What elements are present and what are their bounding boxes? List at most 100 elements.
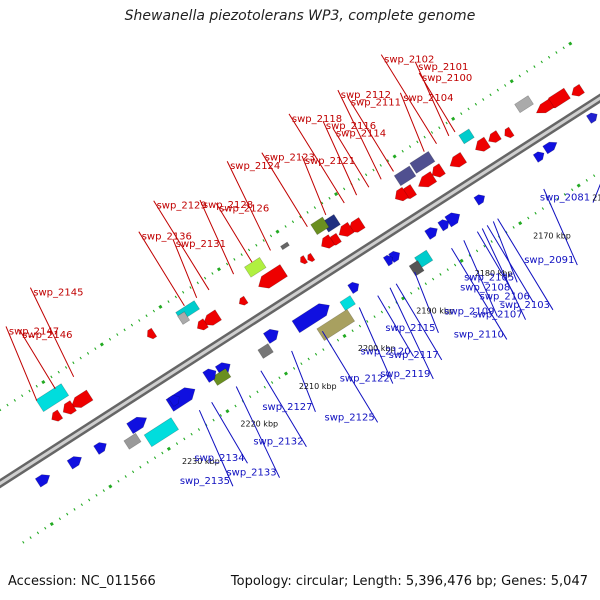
gene-upper — [532, 151, 545, 163]
tick-mark — [196, 281, 199, 285]
tick-mark — [66, 512, 69, 516]
tick-mark — [270, 381, 274, 384]
leader-line — [481, 228, 526, 320]
tick-mark — [541, 207, 545, 210]
leader-line — [332, 128, 370, 188]
tick-mark — [203, 276, 207, 280]
gene-label-top: swp_2106 — [480, 291, 530, 302]
tick-mark — [145, 314, 148, 318]
leader-line — [226, 161, 271, 251]
gene-upper — [408, 260, 425, 277]
tick-mark — [95, 493, 98, 497]
tick-mark — [249, 395, 252, 398]
tick-mark — [108, 337, 112, 341]
tick-mark — [430, 131, 434, 134]
gene-label-top: swp_2133 — [226, 468, 276, 479]
kbp-label: 2170 kbp — [533, 231, 571, 240]
tick-mark — [379, 163, 382, 167]
gene-upper — [437, 219, 450, 232]
gene-upper — [382, 254, 394, 267]
leader-line — [377, 295, 414, 357]
tick-mark — [540, 60, 543, 64]
tick-mark — [475, 249, 479, 253]
gene-label-bottom: swp_2102 — [384, 55, 434, 66]
label-leader-lines — [5, 54, 600, 487]
tick-mark — [240, 253, 243, 256]
gene-shape — [449, 151, 468, 168]
gene-upper — [585, 112, 598, 124]
gene-label-bottom: swp_2100 — [422, 73, 472, 84]
tick-mark — [446, 268, 449, 272]
tick-mark — [212, 418, 215, 422]
tick-mark — [489, 93, 492, 97]
gene-label-top: swp_2091 — [524, 255, 574, 266]
tick-mark — [451, 116, 456, 121]
gene-upper — [291, 303, 330, 334]
gene-upper — [388, 250, 401, 264]
tick-mark — [431, 277, 435, 281]
leader-line — [321, 330, 379, 423]
gene-shape — [66, 456, 82, 470]
tick-mark — [313, 206, 317, 209]
gene-label-top: swp_2127 — [262, 402, 312, 413]
tick-mark — [225, 262, 229, 266]
gene-lower — [300, 255, 309, 265]
tick-mark — [86, 352, 90, 355]
gene-shape — [444, 212, 461, 228]
leader-line — [451, 247, 508, 340]
tick-mark — [392, 154, 397, 159]
tick-mark — [547, 55, 551, 59]
gene-label-bottom: swp_2118 — [292, 114, 342, 125]
tick-mark — [22, 540, 25, 544]
gene-label-bottom: swp_2123 — [265, 153, 315, 164]
gene-label-bottom: swp_2111 — [351, 97, 401, 108]
gene-upper — [542, 141, 558, 155]
gene-label-bottom: swp_2129 — [157, 201, 207, 212]
tick-mark — [562, 46, 565, 50]
tick-mark — [460, 112, 463, 115]
tick-mark — [49, 521, 54, 527]
gene-shape — [488, 130, 502, 143]
tick-mark — [161, 451, 164, 455]
leader-line — [261, 152, 308, 227]
gene-shape — [532, 151, 545, 163]
tick-mark — [0, 408, 2, 412]
gene-shape — [262, 328, 279, 344]
tick-mark — [417, 287, 420, 290]
gene-shape — [514, 95, 534, 114]
tick-mark — [131, 470, 135, 474]
gene-lower — [417, 171, 438, 188]
leader-line — [389, 287, 434, 380]
tick-mark — [380, 310, 384, 314]
tick-mark — [275, 229, 280, 234]
leader-line — [5, 326, 38, 401]
gene-lower — [238, 295, 249, 306]
gene-shape — [93, 442, 107, 455]
gene-shape — [542, 141, 558, 155]
tick-mark — [256, 390, 259, 394]
tick-mark — [321, 201, 324, 205]
gene-shape — [417, 171, 438, 188]
gene-label-bottom: swp_2112 — [341, 90, 391, 101]
gene-upper — [262, 328, 279, 344]
gene-upper — [347, 281, 360, 295]
kbp-label: 2160 kbp — [592, 193, 600, 202]
tick-mark — [99, 342, 104, 347]
tick-mark — [322, 348, 325, 351]
gene-shape — [35, 383, 70, 413]
gene-label-bottom: swp_2147 — [9, 326, 59, 337]
gene-label-top: swp_2109 — [444, 306, 494, 317]
gene-label-bottom: swp_2116 — [326, 121, 376, 132]
leader-line — [543, 188, 578, 266]
tick-mark — [216, 267, 222, 272]
gene-label-top: swp_2107 — [472, 310, 522, 321]
tick-mark — [388, 305, 391, 309]
tick-rows — [0, 41, 596, 544]
tick-mark — [94, 347, 97, 351]
tick-mark — [117, 479, 120, 483]
gene-shape — [437, 219, 450, 232]
gene-lower — [280, 241, 290, 251]
gene-label-bottom: swp_2146 — [22, 330, 72, 341]
tick-mark — [278, 376, 281, 380]
tick-mark — [358, 324, 362, 328]
